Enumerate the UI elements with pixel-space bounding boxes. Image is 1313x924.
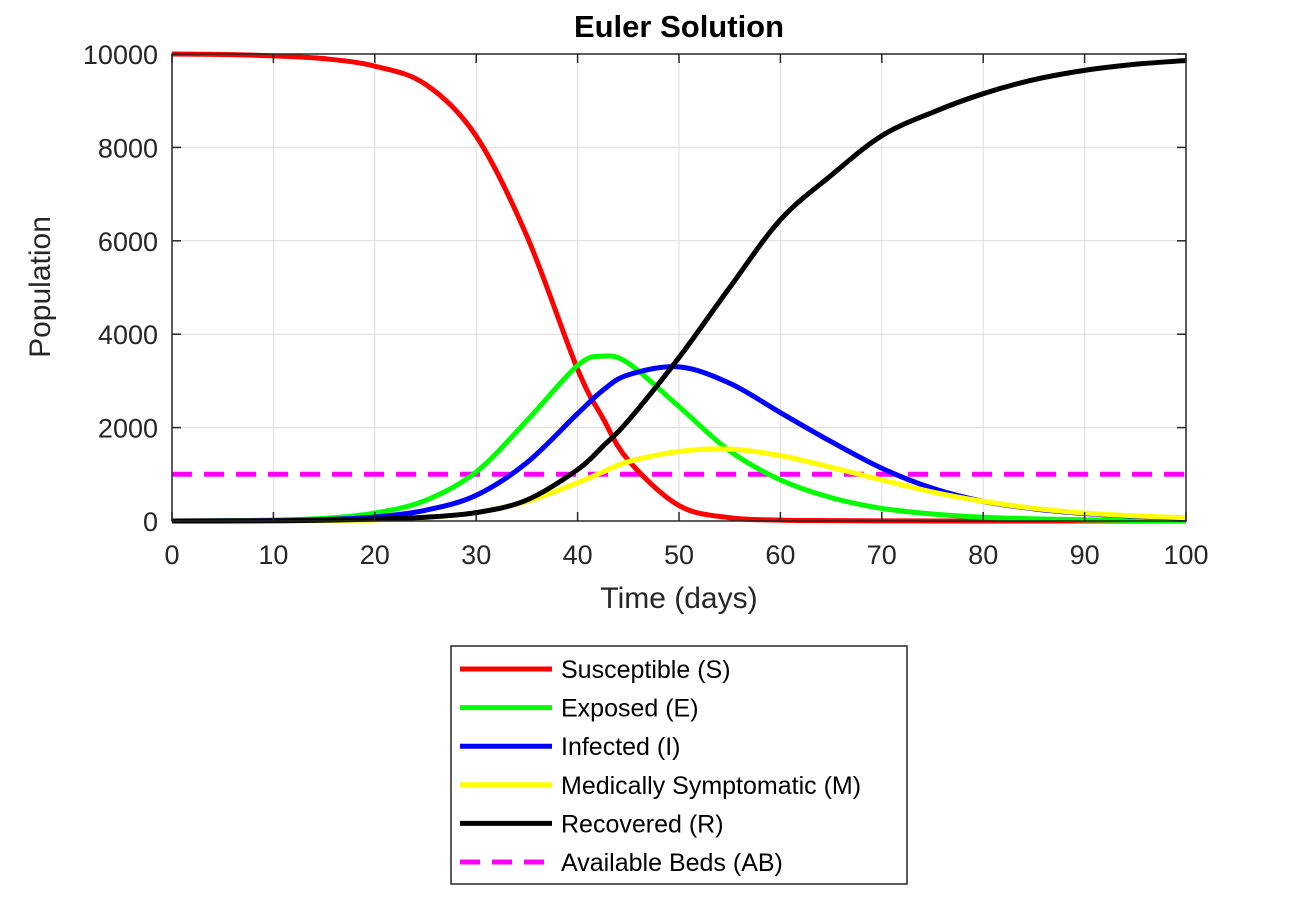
x-tick-label: 0: [164, 540, 179, 570]
legend-item-available-beds-ab: Available Beds (AB): [460, 849, 783, 877]
legend-item-medically-symptomatic-m: Medically Symptomatic (M): [460, 772, 861, 800]
y-tick-label: 6000: [98, 227, 158, 257]
y-tick-label: 0: [143, 507, 158, 537]
y-tick-label: 8000: [98, 133, 158, 163]
legend-label: Recovered (R): [561, 810, 724, 838]
legend-label: Exposed (E): [561, 695, 699, 723]
legend-item-infected-i: Infected (I): [460, 733, 681, 761]
y-tick-label: 10000: [83, 40, 158, 70]
x-tick-label: 20: [360, 540, 390, 570]
x-tick-label: 100: [1163, 540, 1208, 570]
legend-label: Available Beds (AB): [561, 849, 783, 877]
legend-box: [450, 645, 908, 885]
x-tick-label: 50: [664, 540, 694, 570]
x-tick-label: 90: [1070, 540, 1100, 570]
legend: Susceptible (S) Exposed (E) Infected (I) Me…: [450, 645, 908, 885]
y-tick-label: 4000: [98, 320, 158, 350]
chart-title: Euler Solution: [574, 9, 784, 44]
x-axis-title: Time (days): [600, 582, 757, 615]
legend-items: Susceptible (S) Exposed (E) Infected (I) Me…: [460, 656, 861, 877]
legend-item-recovered-r: Recovered (R): [460, 810, 724, 838]
x-tick-label: 10: [258, 540, 288, 570]
x-tick-label: 80: [968, 540, 998, 570]
y-axis-ticks: 0 2000 4000 6000 8000 10000: [83, 40, 1186, 537]
x-tick-label: 30: [461, 540, 491, 570]
legend-item-exposed-e: Exposed (E): [460, 695, 699, 723]
legend-label: Susceptible (S): [561, 656, 731, 684]
y-tick-label: 2000: [98, 414, 158, 444]
x-tick-label: 70: [867, 540, 897, 570]
y-axis-title: Population: [24, 216, 57, 358]
x-axis-ticks: 0 10 20 30 40 50 60 70 80 90 100: [164, 54, 1209, 570]
x-tick-label: 60: [765, 540, 795, 570]
legend-label: Infected (I): [561, 733, 681, 761]
series-line-recovered-r: [171, 58, 1187, 524]
x-tick-label: 40: [563, 540, 593, 570]
legend-item-susceptible-s: Susceptible (S): [460, 656, 731, 684]
legend-label: Medically Symptomatic (M): [561, 772, 861, 800]
